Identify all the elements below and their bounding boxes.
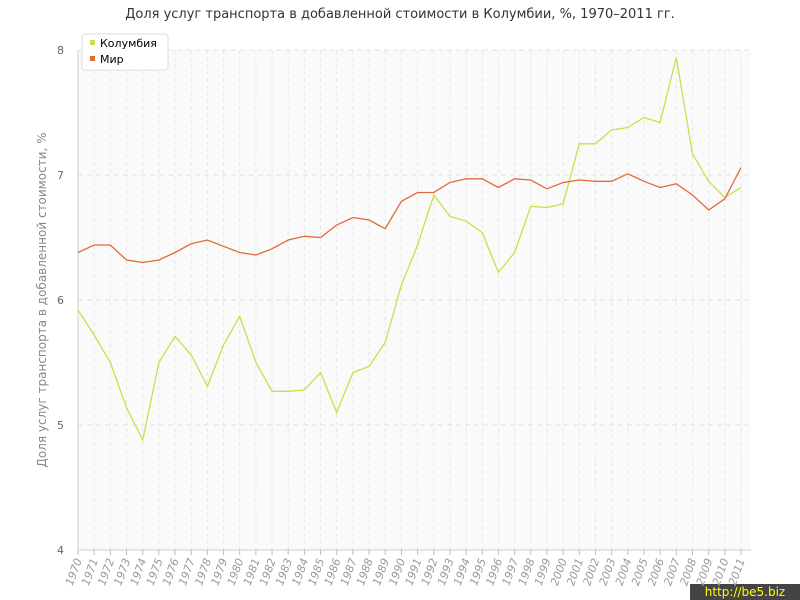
y-tick-label: 6: [57, 294, 64, 307]
y-tick-label: 4: [57, 544, 64, 557]
legend-label: Колумбия: [100, 37, 157, 50]
legend: Колумбия Мир: [81, 33, 169, 71]
chart-title: Доля услуг транспорта в добавленной стои…: [125, 7, 675, 22]
y-axis-label: Доля услуг транспорта в добавленной стои…: [35, 133, 49, 468]
watermark-bg: [690, 584, 800, 600]
y-tick-label: 8: [57, 44, 64, 57]
y-tick-label: 7: [57, 169, 64, 182]
series-line: [77, 167, 742, 264]
y-tick-label: 5: [57, 419, 64, 432]
watermark: http://be5.biz: [705, 585, 785, 599]
series-line: [77, 57, 742, 442]
legend-swatch: [90, 40, 95, 45]
legend-label: Мир: [100, 53, 124, 66]
legend-box: [81, 33, 169, 71]
legend-swatch: [90, 56, 95, 61]
